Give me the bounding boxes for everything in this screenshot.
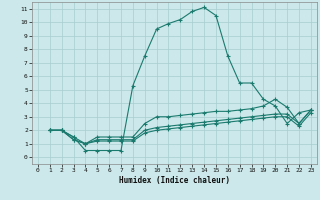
- X-axis label: Humidex (Indice chaleur): Humidex (Indice chaleur): [119, 176, 230, 185]
